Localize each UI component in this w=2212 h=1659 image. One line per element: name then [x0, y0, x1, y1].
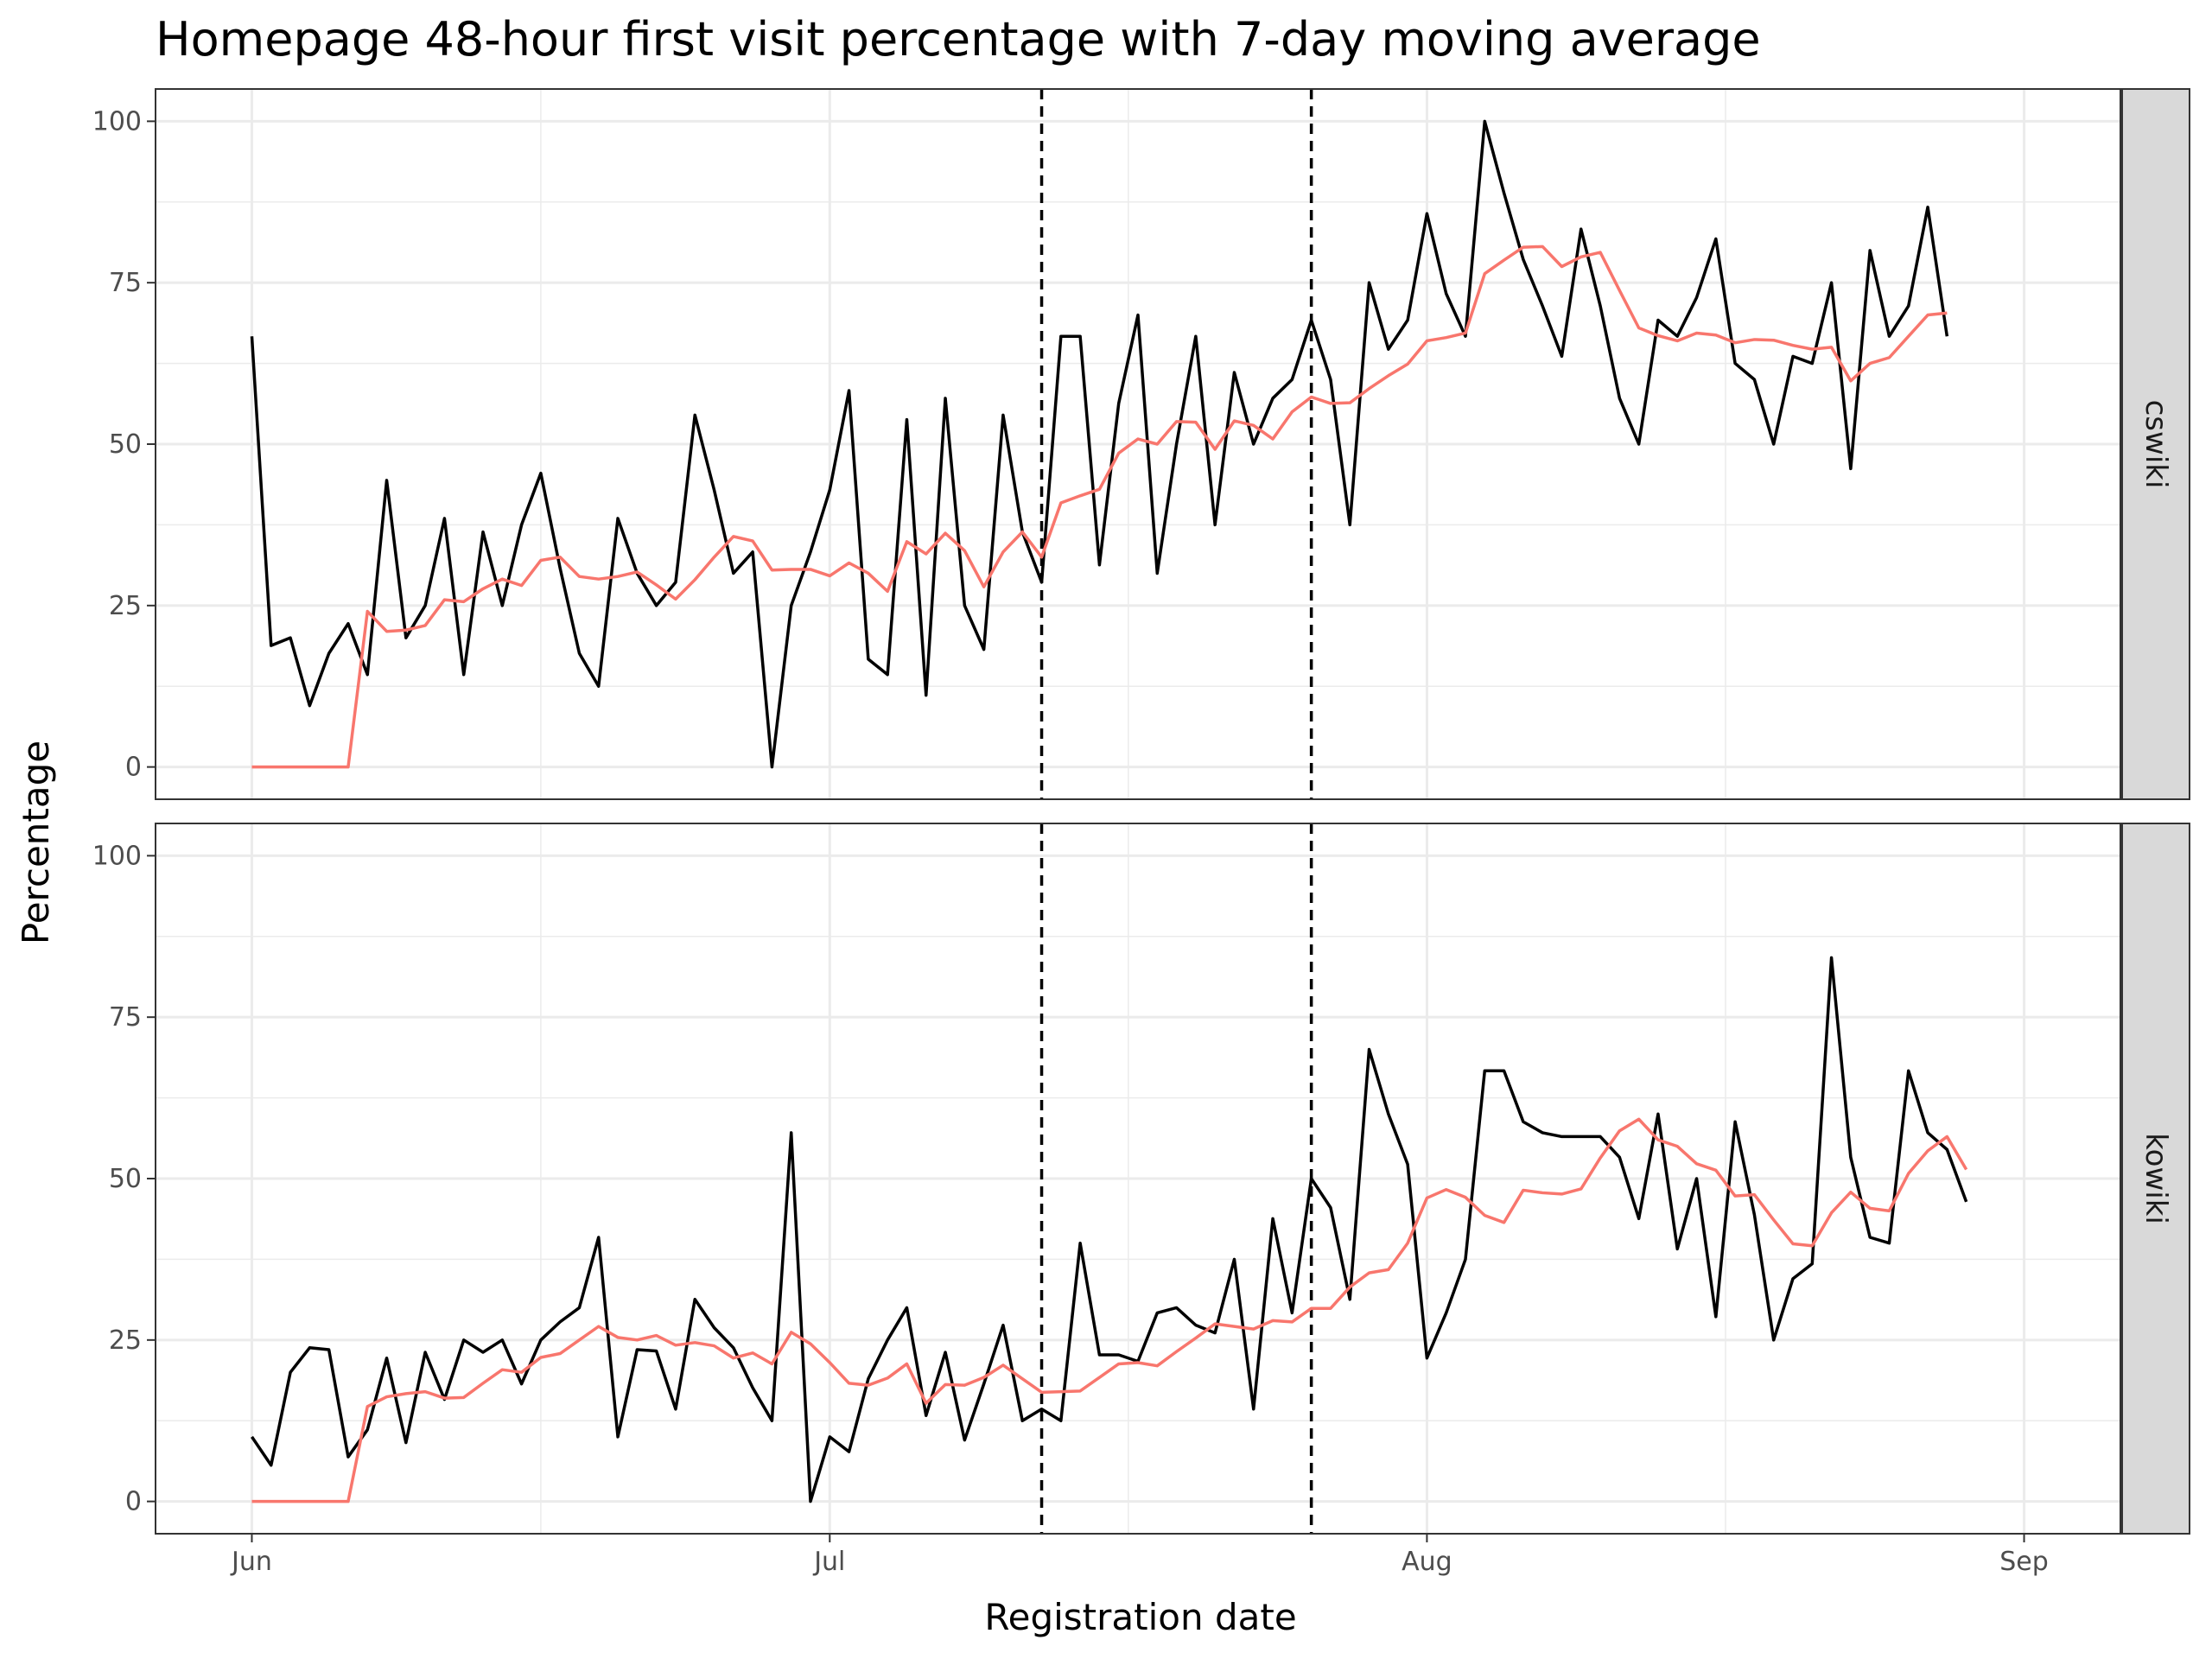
y-tick-label: 25: [109, 1325, 142, 1356]
x-axis: Jun Jul Aug Sep: [230, 1534, 2049, 1577]
facet-strip-label: cswiki: [2139, 400, 2173, 489]
y-tick-label: 25: [109, 591, 142, 621]
y-tick-label: 0: [125, 753, 142, 783]
y-tick-label: 0: [125, 1487, 142, 1517]
x-tick-label: Jul: [812, 1547, 845, 1577]
facet-strip: [2121, 88, 2190, 800]
x-tick-label: Aug: [1402, 1547, 1452, 1577]
series-line-moving-average: [251, 1117, 1968, 1503]
y-tick-label: 75: [109, 1002, 142, 1033]
y-tick-label: 50: [109, 1164, 142, 1194]
y-tick-label: 75: [109, 268, 142, 298]
y-tick-label: 100: [92, 106, 142, 137]
x-tick-label: Sep: [1999, 1547, 2049, 1577]
chart-title: Homepage 48-hour first visit percentage …: [156, 12, 1761, 67]
series-line-moving-average: [251, 245, 1948, 769]
facet-strip-label: kowiki: [2139, 1133, 2173, 1224]
panel-cswiki: 0 25 50 75 100 cswiki: [92, 88, 2190, 800]
panels: 0 25 50 75 100 cswiki 0 25 50 75 100 kowiki: [92, 88, 2190, 1535]
x-axis-title: Registration date: [984, 1596, 1296, 1638]
series-line-daily: [251, 956, 1968, 1503]
series-line-daily: [250, 119, 1949, 769]
x-tick-label: Jun: [230, 1547, 272, 1577]
y-tick-label: 50: [109, 429, 142, 460]
facet-strip: [2121, 823, 2190, 1535]
y-tick-label: 100: [92, 841, 142, 871]
panel-kowiki: 0 25 50 75 100 kowiki: [92, 823, 2190, 1535]
y-axis-title: Percentage: [15, 741, 57, 944]
